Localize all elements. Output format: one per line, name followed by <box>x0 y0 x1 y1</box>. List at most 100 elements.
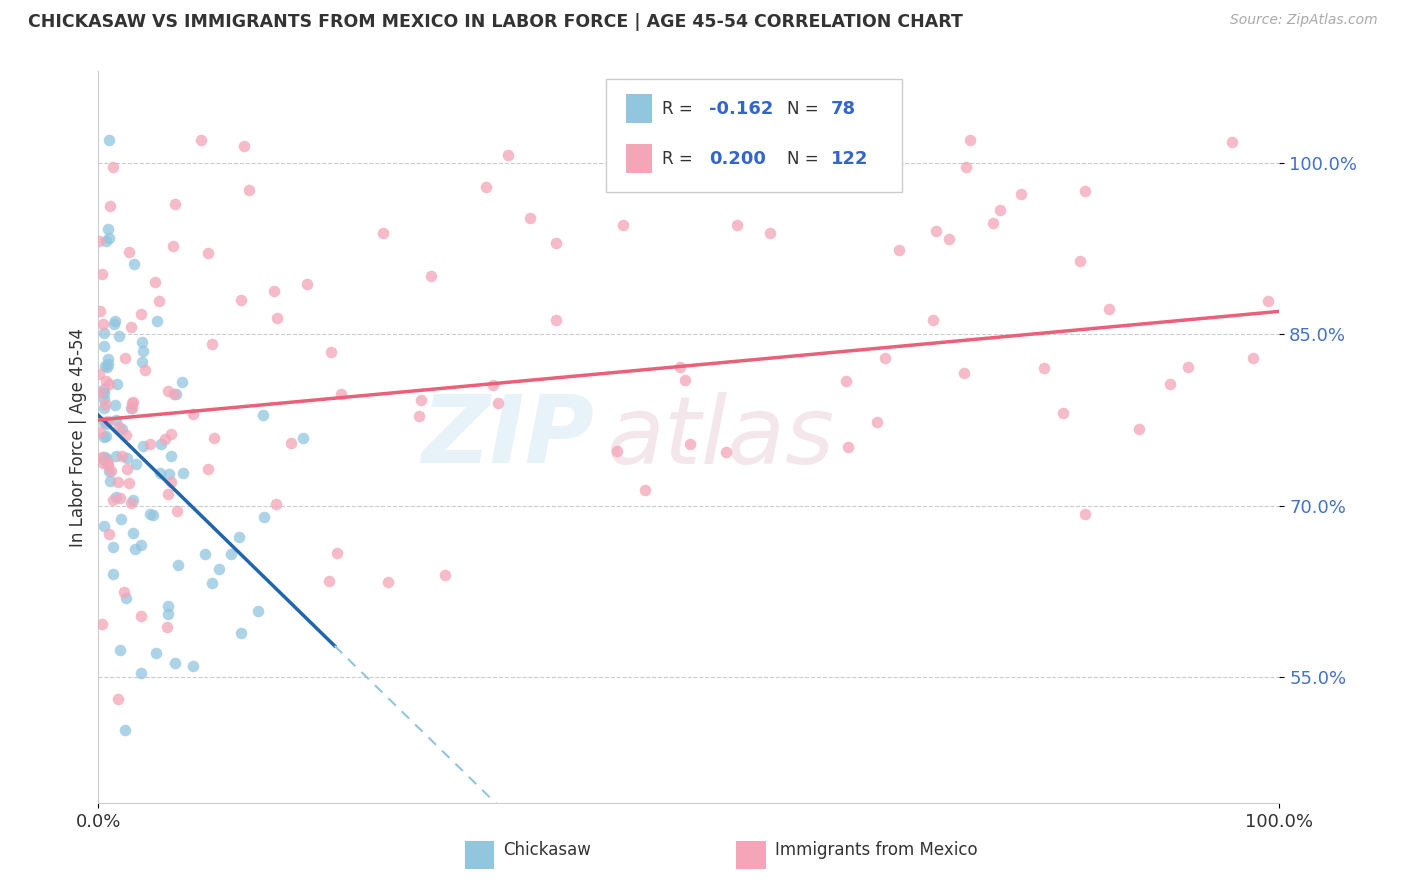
FancyBboxPatch shape <box>737 841 766 869</box>
Point <box>263 284 285 298</box>
Point <box>101 492 124 507</box>
Point <box>1033 360 1056 375</box>
Point <box>873 351 896 365</box>
Point <box>264 497 287 511</box>
Point <box>111 422 134 436</box>
Point <box>1010 187 1032 202</box>
Point <box>157 384 180 398</box>
Point <box>149 466 172 480</box>
Point <box>108 420 131 434</box>
Text: Immigrants from Mexico: Immigrants from Mexico <box>775 841 977 859</box>
Point <box>162 239 184 253</box>
Point <box>889 244 911 258</box>
Point <box>1220 136 1243 150</box>
Point <box>1159 377 1181 392</box>
Point <box>612 218 634 232</box>
Point <box>87 367 110 381</box>
Point <box>110 491 132 505</box>
Point <box>716 444 738 458</box>
Point <box>131 354 153 368</box>
FancyBboxPatch shape <box>606 78 901 192</box>
Point <box>149 437 172 451</box>
Point <box>229 293 252 308</box>
Point <box>91 450 114 465</box>
Point <box>156 620 179 634</box>
Point <box>165 196 187 211</box>
Point <box>837 440 859 454</box>
Point <box>131 343 153 358</box>
Point <box>89 304 111 318</box>
Point <box>266 310 288 325</box>
Text: CHICKASAW VS IMMIGRANTS FROM MEXICO IN LABOR FORCE | AGE 45-54 CORRELATION CHART: CHICKASAW VS IMMIGRANTS FROM MEXICO IN L… <box>28 13 963 31</box>
Point <box>138 507 160 521</box>
Text: ZIP: ZIP <box>422 391 595 483</box>
Point <box>673 373 696 387</box>
Point <box>93 430 115 444</box>
Point <box>122 394 145 409</box>
Point <box>107 691 129 706</box>
Point <box>108 642 131 657</box>
Point <box>201 575 224 590</box>
Point <box>114 723 136 737</box>
Point <box>157 467 180 481</box>
Point <box>97 133 120 147</box>
Text: 0.200: 0.200 <box>709 150 766 168</box>
Point <box>232 139 254 153</box>
Point <box>162 387 184 401</box>
Point <box>101 160 124 174</box>
Point <box>318 574 340 588</box>
Point <box>1128 422 1150 436</box>
Point <box>120 319 142 334</box>
Text: Source: ZipAtlas.com: Source: ZipAtlas.com <box>1230 13 1378 28</box>
Point <box>952 366 974 380</box>
Point <box>160 449 183 463</box>
Point <box>482 378 505 392</box>
Point <box>159 426 181 441</box>
Point <box>103 317 125 331</box>
Point <box>114 591 136 606</box>
Point <box>434 568 457 582</box>
Point <box>111 449 134 463</box>
Point <box>1052 406 1074 420</box>
Point <box>1098 302 1121 317</box>
Point <box>411 393 433 408</box>
Text: R =: R = <box>662 100 697 118</box>
Point <box>118 475 141 490</box>
Point <box>121 396 143 410</box>
Point <box>97 455 120 469</box>
Point <box>100 199 122 213</box>
Point <box>229 626 252 640</box>
Point <box>121 493 143 508</box>
Point <box>120 401 142 416</box>
Point <box>163 656 186 670</box>
Point <box>156 487 179 501</box>
Point <box>246 604 269 618</box>
Point <box>93 453 115 467</box>
Point <box>633 483 655 497</box>
Text: -0.162: -0.162 <box>709 100 773 118</box>
Point <box>115 451 138 466</box>
Point <box>129 609 152 624</box>
Point <box>1074 507 1097 521</box>
Point <box>93 401 115 416</box>
Point <box>100 464 122 478</box>
Point <box>292 431 315 445</box>
Point <box>197 461 219 475</box>
Point <box>93 450 115 465</box>
Point <box>98 475 121 489</box>
Point <box>118 244 141 259</box>
Text: N =: N = <box>787 100 824 118</box>
Point <box>112 585 135 599</box>
Point <box>97 527 120 541</box>
Point <box>91 317 114 331</box>
Point <box>990 203 1012 218</box>
Point <box>228 530 250 544</box>
Point <box>326 546 349 560</box>
Point <box>668 359 690 374</box>
Point <box>87 234 110 248</box>
Point <box>101 566 124 581</box>
Point <box>115 427 138 442</box>
FancyBboxPatch shape <box>626 145 652 173</box>
Point <box>253 510 276 524</box>
Point <box>955 160 977 174</box>
